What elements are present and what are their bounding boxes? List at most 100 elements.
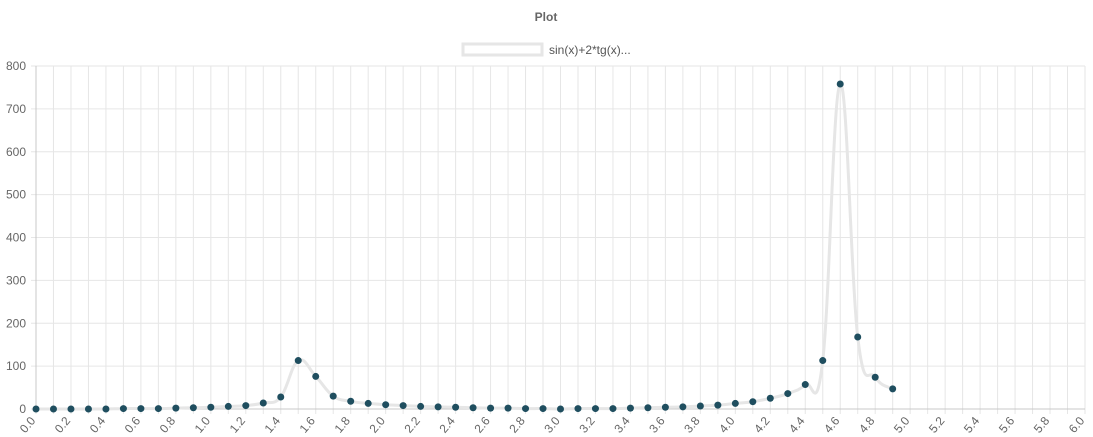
series-points (32, 80, 897, 413)
x-tick-label: 1.0 (192, 414, 214, 436)
x-tick-label: 1.6 (297, 414, 319, 436)
x-tick-label: 3.4 (611, 414, 633, 436)
x-tick-label: 3.0 (541, 414, 563, 436)
data-point[interactable] (312, 372, 320, 380)
data-point[interactable] (207, 403, 215, 411)
x-tick-label: 3.6 (646, 414, 668, 436)
data-point[interactable] (784, 390, 792, 398)
x-tick-label: 3.8 (681, 414, 703, 436)
x-tick-label: 5.6 (996, 414, 1018, 436)
x-tick-label: 4.0 (716, 414, 738, 436)
data-point[interactable] (644, 404, 652, 412)
data-point[interactable] (189, 404, 197, 412)
data-point[interactable] (259, 399, 267, 407)
data-point[interactable] (714, 401, 722, 409)
x-tick-label: 5.2 (926, 414, 948, 436)
data-point[interactable] (469, 404, 477, 412)
data-point[interactable] (434, 403, 442, 411)
x-tick-label: 1.2 (227, 414, 249, 436)
x-tick-label: 5.0 (891, 414, 913, 436)
y-tick-label: 300 (6, 273, 26, 287)
data-point[interactable] (49, 405, 57, 413)
chart-title: Plot (535, 10, 558, 24)
data-point[interactable] (871, 373, 879, 381)
legend-label: sin(x)+2*tg(x)... (549, 43, 631, 57)
x-tick-label: 1.8 (332, 414, 354, 436)
x-tick-label: 1.4 (262, 414, 284, 436)
data-point[interactable] (626, 404, 634, 412)
x-tick-label: 0.2 (52, 414, 74, 436)
data-point[interactable] (172, 404, 180, 412)
data-point[interactable] (539, 405, 547, 413)
data-point[interactable] (294, 357, 302, 365)
y-tick-label: 100 (6, 359, 26, 373)
x-tick-label: 2.2 (401, 414, 423, 436)
x-tick-label: 5.8 (1031, 414, 1053, 436)
data-point[interactable] (574, 405, 582, 413)
x-tick-label: 6.0 (1066, 414, 1088, 436)
legend[interactable]: sin(x)+2*tg(x)... (461, 42, 631, 57)
data-point[interactable] (889, 385, 897, 393)
data-point[interactable] (836, 80, 844, 88)
y-tick-label: 500 (6, 188, 26, 202)
x-tick-label: 3.2 (576, 414, 598, 436)
data-point[interactable] (504, 404, 512, 412)
data-point[interactable] (417, 402, 425, 410)
data-point[interactable] (661, 403, 669, 411)
data-point[interactable] (84, 405, 92, 413)
data-point[interactable] (679, 403, 687, 411)
y-tick-label: 200 (6, 316, 26, 330)
x-tick-label: 2.0 (367, 414, 389, 436)
y-tick-label: 600 (6, 145, 26, 159)
data-point[interactable] (242, 402, 250, 410)
data-point[interactable] (382, 401, 390, 409)
y-tick-label: 0 (19, 402, 26, 416)
x-tick-label: 0.0 (17, 414, 39, 436)
data-point[interactable] (399, 402, 407, 410)
x-tick-label: 5.4 (961, 414, 983, 436)
data-point[interactable] (67, 405, 75, 413)
data-point[interactable] (452, 403, 460, 411)
legend-swatch (461, 42, 544, 57)
x-tick-label: 4.6 (821, 414, 843, 436)
data-point[interactable] (32, 405, 40, 413)
data-point[interactable] (154, 405, 162, 413)
x-tick-label: 0.8 (157, 414, 179, 436)
data-point[interactable] (819, 357, 827, 365)
data-point[interactable] (277, 393, 285, 401)
data-point[interactable] (609, 405, 617, 413)
x-tick-label: 4.2 (751, 414, 773, 436)
data-point[interactable] (731, 399, 739, 407)
y-tick-label: 400 (6, 231, 26, 245)
data-point[interactable] (749, 398, 757, 406)
data-point[interactable] (854, 333, 862, 341)
x-tick-label: 2.6 (471, 414, 493, 436)
y-tick-label: 700 (6, 102, 26, 116)
data-point[interactable] (696, 402, 704, 410)
data-point[interactable] (766, 394, 774, 402)
data-point[interactable] (119, 405, 127, 413)
data-point[interactable] (801, 381, 809, 389)
x-tick-label: 0.4 (87, 414, 109, 436)
y-tick-labels: 0 100 200 300 400 500 600 700 800 (6, 59, 26, 416)
data-point[interactable] (522, 405, 530, 413)
data-point[interactable] (487, 404, 495, 412)
x-tick-labels: 0.0 0.2 0.4 0.6 0.8 1.0 1.2 1.4 1.6 1.8 2.0 2.2 2.4 2… (17, 414, 1088, 436)
x-tick-label: 2.8 (506, 414, 528, 436)
x-tick-label: 2.4 (436, 414, 458, 436)
data-point[interactable] (224, 402, 232, 410)
series-line (36, 82, 894, 411)
data-point[interactable] (102, 405, 110, 413)
data-point[interactable] (347, 397, 355, 405)
data-point[interactable] (364, 399, 372, 407)
data-point[interactable] (591, 405, 599, 413)
data-point[interactable] (329, 392, 337, 400)
x-tick-label: 0.6 (122, 414, 144, 436)
x-tick-label: 4.8 (856, 414, 878, 436)
y-tick-label: 800 (6, 59, 26, 73)
grid (31, 65, 1086, 414)
data-point[interactable] (557, 405, 564, 413)
x-tick-label: 4.4 (786, 414, 808, 436)
data-point[interactable] (137, 405, 145, 413)
